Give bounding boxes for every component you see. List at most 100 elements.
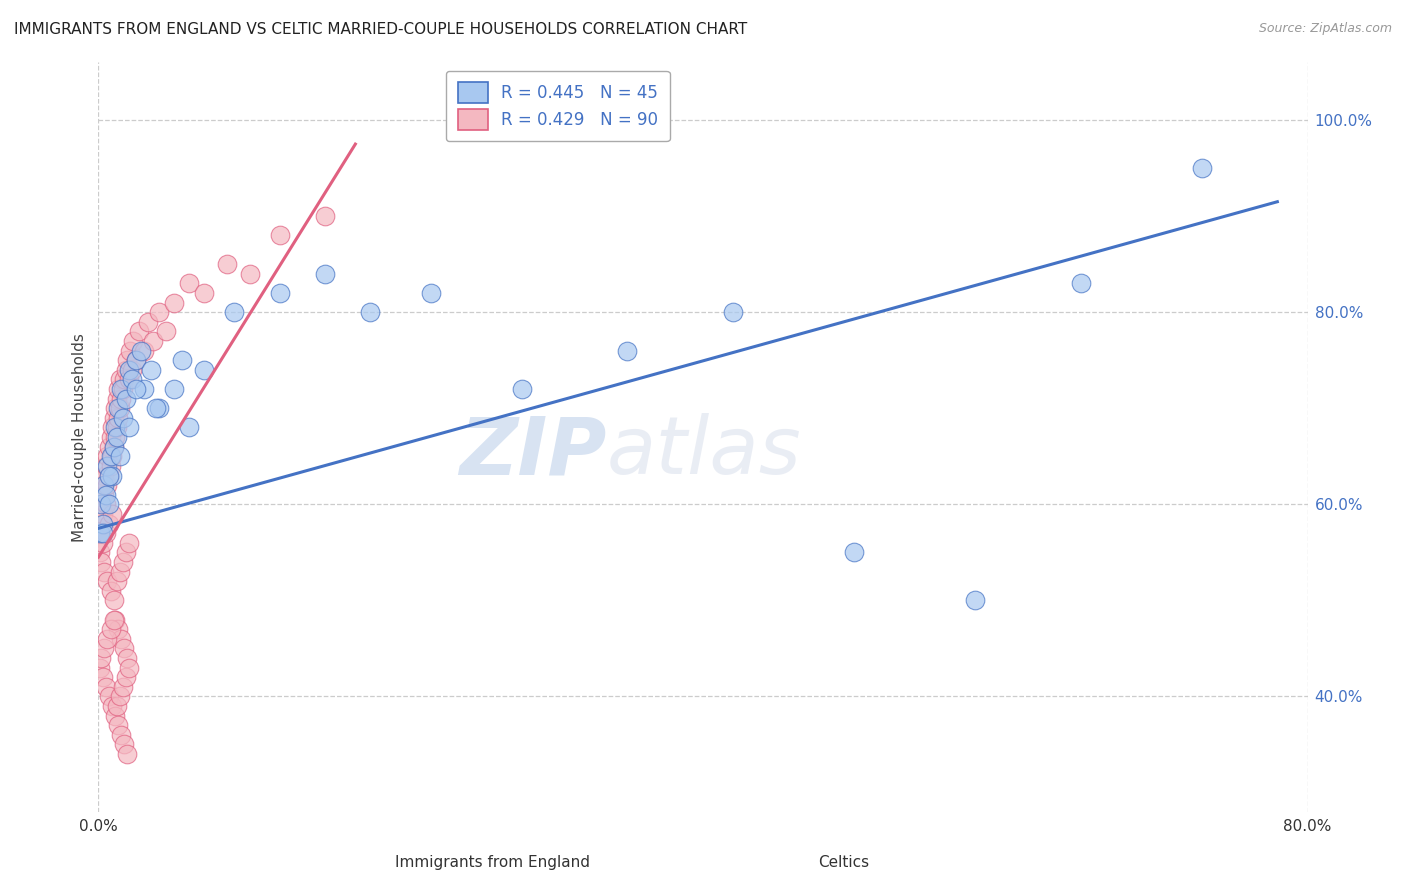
Point — [104, 708, 127, 723]
Point — [103, 613, 125, 627]
Point — [91, 478, 114, 492]
Point — [90, 497, 112, 511]
Point — [148, 305, 170, 319]
Point — [101, 507, 124, 521]
Point — [163, 382, 186, 396]
Point — [125, 382, 148, 396]
Text: Source: ZipAtlas.com: Source: ZipAtlas.com — [1258, 22, 1392, 36]
Point — [91, 507, 114, 521]
Point — [107, 622, 129, 636]
Point — [1191, 161, 1213, 175]
Point — [420, 285, 443, 300]
Point — [96, 574, 118, 589]
Point — [108, 450, 131, 464]
Point — [90, 555, 112, 569]
Point — [128, 325, 150, 339]
Point — [101, 420, 124, 434]
Point — [89, 526, 111, 541]
Text: IMMIGRANTS FROM ENGLAND VS CELTIC MARRIED-COUPLE HOUSEHOLDS CORRELATION CHART: IMMIGRANTS FROM ENGLAND VS CELTIC MARRIE… — [14, 22, 748, 37]
Point — [269, 285, 291, 300]
Point — [110, 728, 132, 742]
Point — [98, 440, 121, 454]
Point — [723, 305, 745, 319]
Text: Celtics: Celtics — [818, 855, 869, 870]
Point — [107, 410, 129, 425]
Point — [224, 305, 246, 319]
Point — [96, 632, 118, 646]
Point — [120, 343, 142, 358]
Point — [98, 497, 121, 511]
Point — [105, 699, 128, 714]
Point — [114, 363, 136, 377]
Point — [89, 545, 111, 559]
Point — [105, 392, 128, 406]
Point — [118, 660, 141, 674]
Point — [93, 478, 115, 492]
Point — [96, 450, 118, 464]
Point — [110, 392, 132, 406]
Point — [108, 690, 131, 704]
Point — [100, 458, 122, 473]
Point — [89, 660, 111, 674]
Point — [94, 458, 117, 473]
Text: Immigrants from England: Immigrants from England — [395, 855, 589, 870]
Point — [118, 535, 141, 549]
Point — [125, 353, 148, 368]
Point — [114, 392, 136, 406]
Point — [93, 641, 115, 656]
Point — [136, 315, 159, 329]
Point — [179, 420, 201, 434]
Point — [100, 583, 122, 598]
Point — [100, 622, 122, 636]
Point — [91, 516, 114, 531]
Point — [125, 353, 148, 368]
Legend: R = 0.445   N = 45, R = 0.429   N = 90: R = 0.445 N = 45, R = 0.429 N = 90 — [446, 70, 669, 142]
Point — [93, 468, 115, 483]
Point — [111, 410, 134, 425]
Point — [100, 430, 122, 444]
Point — [91, 670, 114, 684]
Point — [108, 565, 131, 579]
Point — [118, 420, 141, 434]
Point — [96, 478, 118, 492]
Point — [118, 363, 141, 377]
Point — [94, 488, 117, 502]
Point — [103, 593, 125, 607]
Point — [104, 430, 127, 444]
Point — [163, 295, 186, 310]
Point — [103, 410, 125, 425]
Point — [104, 420, 127, 434]
Point — [193, 363, 215, 377]
Point — [616, 343, 638, 358]
Point — [215, 257, 238, 271]
Point — [93, 565, 115, 579]
Point — [269, 228, 291, 243]
Y-axis label: Married-couple Households: Married-couple Households — [72, 333, 87, 541]
Point — [104, 613, 127, 627]
Point — [118, 372, 141, 386]
Point — [103, 440, 125, 454]
Point — [132, 382, 155, 396]
Point — [104, 401, 127, 416]
Point — [105, 430, 128, 444]
Point — [179, 277, 201, 291]
Point — [142, 334, 165, 348]
Point — [90, 516, 112, 531]
Point — [107, 382, 129, 396]
Point — [110, 632, 132, 646]
Point — [101, 468, 124, 483]
Point — [115, 651, 138, 665]
Point — [111, 555, 134, 569]
Point — [193, 285, 215, 300]
Point — [114, 670, 136, 684]
Point — [91, 526, 114, 541]
Point — [239, 267, 262, 281]
Point — [91, 535, 114, 549]
Point — [121, 372, 143, 386]
Point — [844, 545, 866, 559]
Point — [148, 401, 170, 416]
Point — [101, 450, 124, 464]
Point — [129, 343, 152, 358]
Point — [110, 382, 132, 396]
Point — [112, 641, 135, 656]
